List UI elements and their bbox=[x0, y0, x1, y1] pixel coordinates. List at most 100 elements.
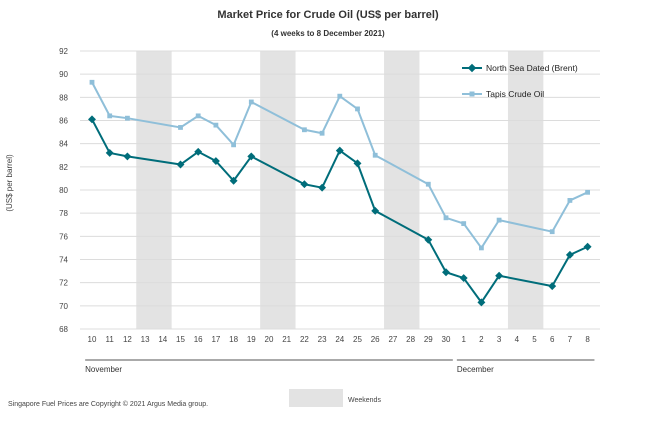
data-point bbox=[105, 148, 114, 157]
data-point bbox=[125, 115, 130, 121]
data-point bbox=[302, 127, 307, 133]
y-tick-label: 72 bbox=[59, 279, 68, 288]
y-tick-label: 80 bbox=[59, 186, 68, 195]
data-point bbox=[88, 115, 96, 124]
data-point bbox=[565, 250, 574, 259]
x-tick-label: 6 bbox=[550, 335, 555, 344]
data-point bbox=[477, 298, 486, 307]
data-point bbox=[371, 206, 380, 215]
month-label: November bbox=[85, 365, 122, 374]
y-tick-label: 68 bbox=[59, 325, 68, 334]
data-point bbox=[178, 125, 183, 130]
data-point bbox=[461, 221, 467, 226]
data-point bbox=[549, 229, 555, 235]
legend-tapis-marker bbox=[469, 91, 475, 97]
data-point bbox=[459, 274, 468, 282]
legend-tapis-label: Tapis Crude Oil bbox=[486, 89, 544, 99]
data-point bbox=[337, 93, 343, 99]
data-point bbox=[248, 99, 254, 105]
x-tick-label: 5 bbox=[532, 335, 537, 344]
x-tick-label: 16 bbox=[194, 335, 203, 344]
data-point bbox=[229, 176, 238, 185]
x-tick-label: 12 bbox=[123, 335, 132, 344]
x-tick-label: 11 bbox=[106, 335, 115, 344]
y-tick-label: 74 bbox=[59, 256, 68, 265]
x-tick-label: 7 bbox=[568, 335, 573, 344]
data-point bbox=[123, 152, 132, 161]
x-tick-label: 18 bbox=[229, 335, 238, 344]
chart-title: Market Price for Crude Oil (US$ per barr… bbox=[217, 9, 439, 21]
data-point bbox=[424, 235, 433, 244]
data-point bbox=[176, 160, 185, 169]
y-tick-label: 78 bbox=[59, 209, 68, 218]
y-tick-label: 86 bbox=[59, 117, 68, 126]
x-tick-label: 4 bbox=[515, 335, 520, 344]
x-tick-label: 19 bbox=[247, 335, 256, 344]
x-tick-label: 2 bbox=[479, 335, 484, 344]
y-tick-label: 70 bbox=[59, 302, 68, 311]
data-point bbox=[300, 180, 309, 189]
y-tick-label: 76 bbox=[59, 232, 68, 241]
data-point bbox=[194, 147, 203, 156]
data-point bbox=[425, 181, 431, 187]
x-tick-label: 20 bbox=[265, 335, 274, 344]
data-point bbox=[231, 142, 236, 148]
data-point bbox=[567, 198, 573, 203]
x-tick-label: 14 bbox=[158, 335, 167, 344]
y-tick-labels: 68 70 72 74 76 78 80 82 84 86 88 90 92 bbox=[59, 47, 68, 334]
x-tick-label: 15 bbox=[176, 335, 185, 344]
data-point bbox=[213, 122, 219, 128]
data-point bbox=[211, 157, 220, 166]
x-tick-label: 1 bbox=[461, 335, 466, 344]
x-tick-label: 26 bbox=[371, 335, 380, 344]
x-tick-label: 29 bbox=[424, 335, 433, 344]
data-point bbox=[107, 113, 113, 119]
month-labels: November December bbox=[85, 359, 595, 374]
legend: North Sea Dated (Brent) Tapis Crude Oil bbox=[462, 63, 578, 99]
series-lines bbox=[88, 79, 592, 307]
data-point bbox=[355, 106, 360, 112]
data-point bbox=[247, 152, 256, 161]
y-tick-label: 82 bbox=[59, 163, 68, 172]
x-tick-label: 28 bbox=[406, 335, 415, 344]
x-tick-label: 13 bbox=[141, 335, 150, 344]
x-tick-label: 30 bbox=[442, 335, 451, 344]
x-tick-label: 21 bbox=[282, 335, 291, 344]
x-tick-label: 24 bbox=[335, 335, 344, 344]
data-point bbox=[89, 79, 95, 85]
y-tick-label: 88 bbox=[59, 93, 68, 102]
data-point bbox=[495, 271, 504, 280]
y-tick-label: 90 bbox=[59, 70, 68, 79]
data-point bbox=[442, 268, 450, 277]
data-point bbox=[335, 146, 344, 155]
legend-brent-marker bbox=[467, 63, 477, 73]
gridlines bbox=[80, 50, 600, 330]
data-point bbox=[353, 159, 362, 168]
data-point bbox=[319, 130, 325, 136]
weekends-legend-label: Weekends bbox=[348, 397, 381, 404]
y-axis-label: (US$ per barrel) bbox=[5, 154, 14, 212]
x-tick-label: 3 bbox=[497, 335, 502, 344]
copyright-note: Singapore Fuel Prices are Copyright © 20… bbox=[8, 400, 208, 408]
legend-brent-label: North Sea Dated (Brent) bbox=[486, 63, 578, 73]
y-tick-label: 92 bbox=[59, 47, 68, 56]
data-point bbox=[318, 183, 327, 192]
data-point bbox=[548, 282, 557, 291]
x-tick-label: 10 bbox=[88, 335, 97, 344]
month-label: December bbox=[457, 365, 494, 374]
y-tick-label: 84 bbox=[59, 140, 68, 149]
x-tick-label: 22 bbox=[300, 335, 309, 344]
x-tick-labels: 10 11 12 13 14 15 16 17 18 19 20 21 22 23 24 25 26 27 28 29… bbox=[88, 335, 591, 344]
x-tick-label: 23 bbox=[318, 335, 327, 344]
data-point bbox=[583, 242, 592, 251]
chart-subtitle: (4 weeks to 8 December 2021) bbox=[271, 29, 385, 38]
data-point bbox=[195, 113, 201, 119]
data-point bbox=[479, 245, 484, 251]
x-tick-label: 8 bbox=[585, 335, 590, 344]
weekends-legend-swatch bbox=[289, 389, 343, 407]
data-point bbox=[496, 217, 502, 223]
data-point bbox=[372, 152, 378, 158]
x-tick-label: 27 bbox=[388, 335, 397, 344]
